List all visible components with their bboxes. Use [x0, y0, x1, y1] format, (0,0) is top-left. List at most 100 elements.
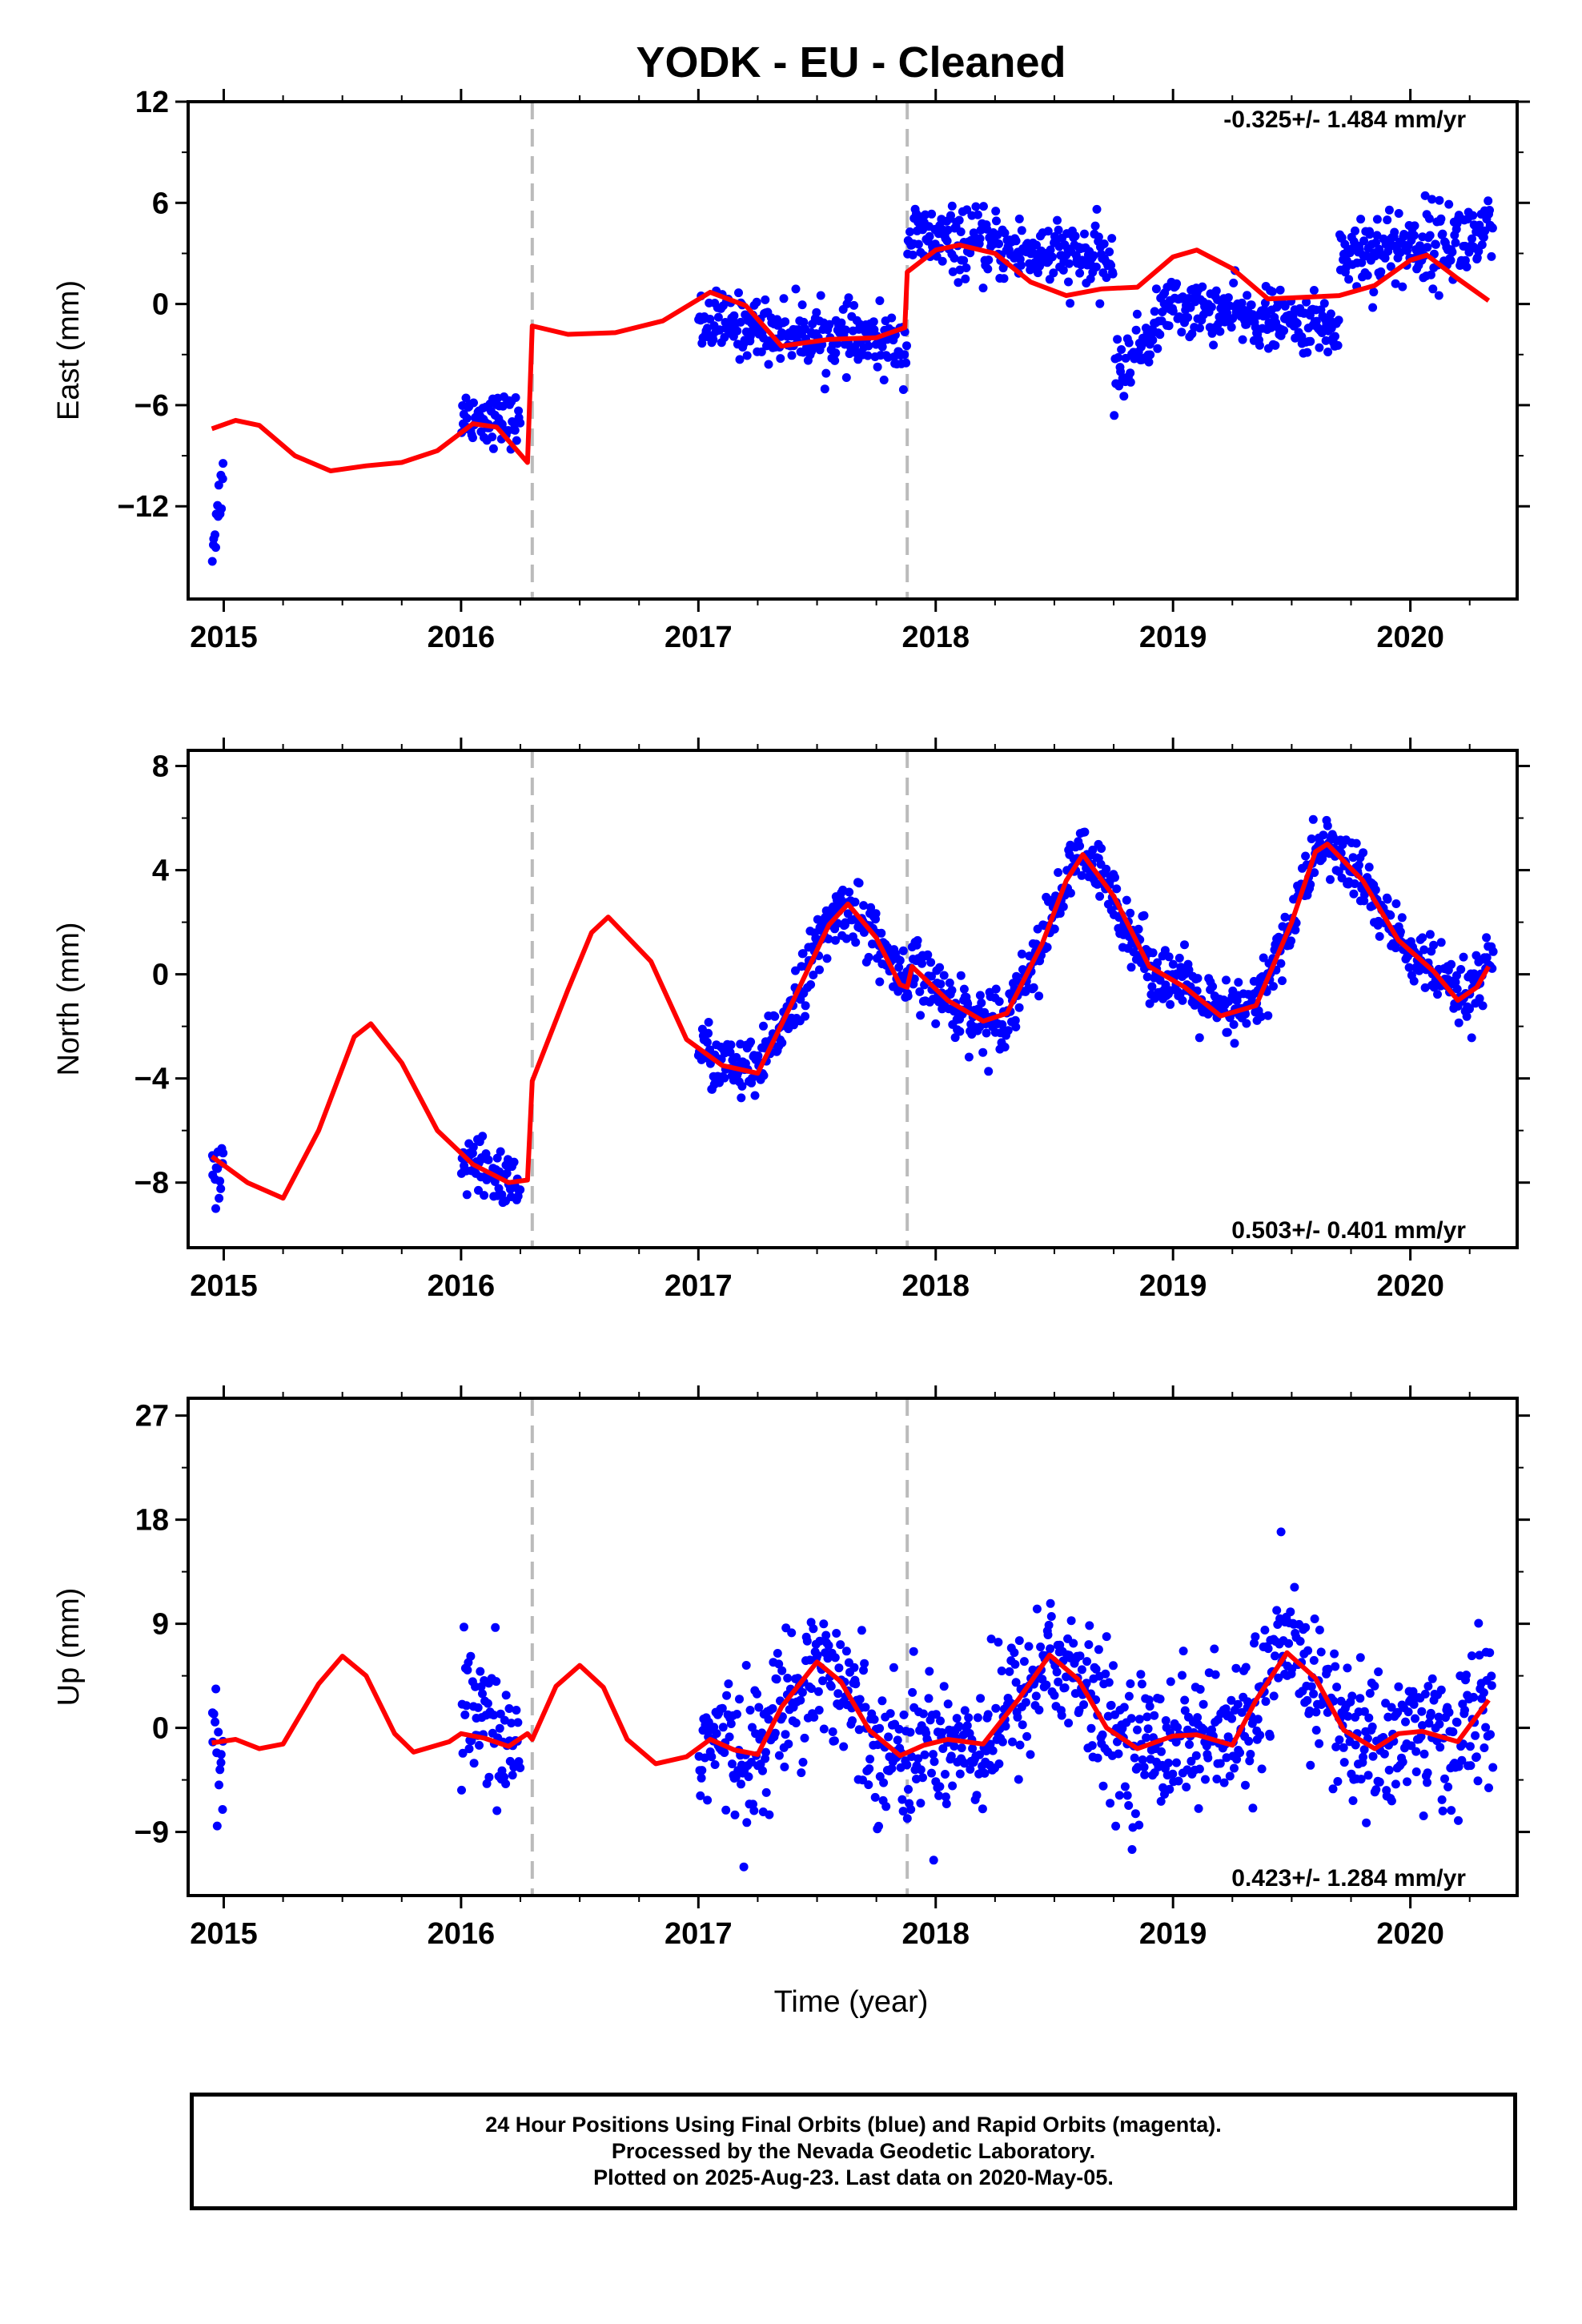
data-point: [787, 351, 797, 360]
data-point: [710, 1760, 720, 1769]
data-point: [501, 1779, 511, 1788]
data-point: [1328, 1784, 1338, 1794]
data-point: [1290, 1582, 1299, 1592]
data-point: [1488, 1763, 1498, 1772]
data-point: [1440, 1774, 1449, 1783]
data-point: [1347, 1691, 1357, 1701]
data-point: [1024, 1642, 1034, 1651]
data-point: [1014, 1636, 1024, 1646]
data-point: [1011, 236, 1021, 246]
data-point: [1147, 982, 1157, 991]
data-point: [825, 320, 834, 329]
data-point: [802, 1636, 812, 1646]
rate-label: 0.423+/- 1.284 mm/yr: [1231, 1865, 1466, 1892]
data-point: [1066, 299, 1075, 308]
data-point: [1386, 911, 1395, 920]
data-point: [1256, 1012, 1266, 1021]
data-point: [1000, 1043, 1010, 1051]
data-point: [834, 1663, 844, 1673]
data-point: [1477, 240, 1487, 250]
data-point: [957, 1743, 966, 1753]
data-point: [1368, 1751, 1378, 1761]
data-point: [986, 1634, 996, 1644]
data-point: [854, 1725, 864, 1735]
data-point: [1133, 1725, 1142, 1735]
data-point: [1487, 1671, 1496, 1681]
data-point: [1260, 1626, 1270, 1634]
data-point: [1435, 195, 1444, 205]
data-point: [1102, 1632, 1111, 1642]
y-tick-label: −9: [135, 1816, 169, 1850]
data-point: [1425, 930, 1435, 939]
y-tick-label: 0: [152, 1712, 169, 1746]
data-point: [1112, 884, 1122, 894]
data-point: [1456, 965, 1466, 974]
plot-frame: [187, 1397, 1519, 1897]
data-point: [1280, 301, 1290, 311]
data-point: [783, 1674, 793, 1683]
data-point: [968, 1743, 978, 1753]
data-point: [211, 1717, 220, 1727]
data-point: [480, 1191, 489, 1200]
data-point: [1410, 221, 1419, 231]
data-point: [806, 980, 816, 989]
data-point: [1359, 236, 1369, 246]
data-point: [962, 205, 972, 215]
data-point: [1077, 870, 1086, 880]
data-point: [1140, 1770, 1150, 1779]
data-point: [1480, 226, 1490, 235]
data-point: [458, 1748, 468, 1758]
chart-title: YODK - EU - Cleaned: [636, 38, 1066, 86]
data-point: [1209, 340, 1219, 350]
data-point: [217, 504, 227, 513]
data-point: [1474, 247, 1484, 256]
data-point: [831, 935, 840, 945]
data-point: [927, 971, 936, 981]
data-point: [1479, 1688, 1488, 1698]
caption-box: 24 Hour Positions Using Final Orbits (bl…: [190, 2093, 1517, 2210]
data-point: [1126, 368, 1135, 378]
data-point: [1105, 247, 1114, 256]
data-point: [1185, 1739, 1194, 1749]
data-point: [1219, 1778, 1229, 1787]
data-point: [1110, 873, 1119, 883]
data-point: [218, 1805, 227, 1814]
data-point: [744, 1772, 753, 1782]
data-point: [468, 1142, 478, 1152]
data-point: [1242, 1019, 1251, 1028]
data-point: [815, 965, 824, 975]
data-point: [819, 1619, 829, 1629]
x-tick-label: 2015: [190, 1917, 258, 1951]
data-point: [1302, 297, 1311, 307]
data-point: [864, 1780, 873, 1790]
data-point: [893, 1735, 902, 1745]
data-point: [733, 1710, 741, 1719]
data-point: [209, 1709, 219, 1719]
x-tick-label: 2017: [665, 621, 733, 654]
data-point: [801, 1001, 810, 1011]
data-point: [1032, 240, 1041, 250]
data-point: [1227, 323, 1236, 332]
data-point: [697, 1766, 707, 1775]
data-point: [1230, 1763, 1239, 1773]
data-point: [1042, 943, 1052, 952]
data-point: [1486, 1730, 1495, 1739]
data-point: [1191, 1751, 1201, 1760]
data-point: [1315, 343, 1324, 352]
data-point: [818, 1676, 828, 1686]
data-point: [913, 935, 922, 945]
data-point: [1267, 287, 1277, 296]
data-point: [1436, 1685, 1446, 1695]
data-point: [787, 1628, 797, 1638]
data-point: [934, 1791, 944, 1800]
data-point: [466, 1651, 476, 1661]
data-point: [469, 398, 478, 408]
data-point: [946, 1751, 956, 1761]
data-point: [844, 293, 853, 303]
data-point: [460, 1710, 470, 1719]
data-point: [1309, 1655, 1319, 1665]
data-point: [1427, 195, 1437, 204]
data-point: [1279, 326, 1289, 336]
data-point: [1136, 1670, 1146, 1679]
